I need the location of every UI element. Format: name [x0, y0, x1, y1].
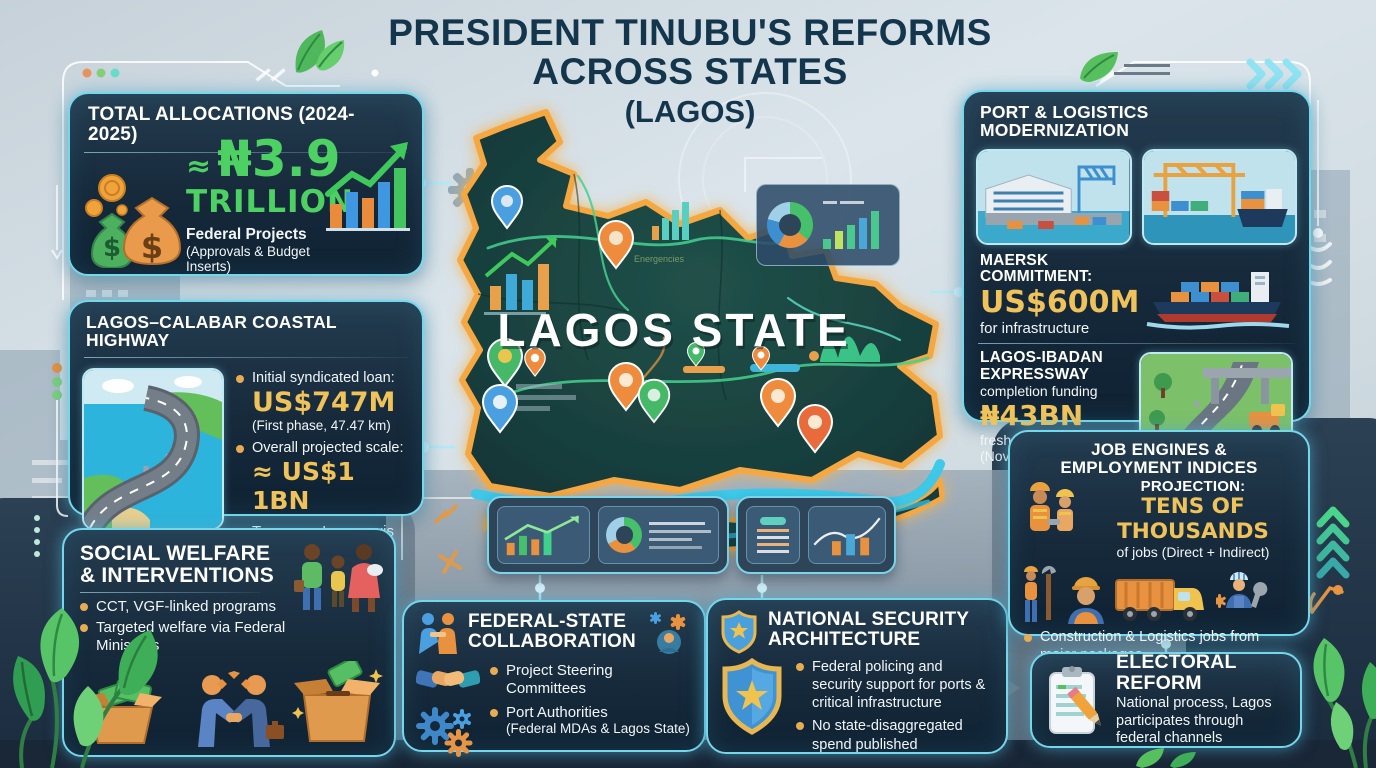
- title-line2: ACROSS STATES: [532, 50, 848, 92]
- truck-icon: [1115, 579, 1204, 622]
- clipboard-pencil-icon: [1049, 666, 1102, 734]
- allocations-amount: ₦3.9: [217, 130, 341, 188]
- security-header-line2: ARCHITECTURE: [768, 628, 921, 650]
- allocations-caption-bold: Federal Projects: [186, 226, 307, 243]
- maersk-note: for infrastructure: [980, 320, 1090, 338]
- people-pair-icon: [419, 613, 457, 654]
- screen-donut-report: [598, 506, 719, 564]
- security-header-line1: NATIONAL SECURITY: [768, 609, 970, 630]
- projection-label: PROJECTION:: [1140, 477, 1246, 495]
- port-crane-ship-image: [1141, 148, 1297, 245]
- panel-ports: PORT & LOGISTICS MODERNIZATION MAERSK CO…: [962, 90, 1311, 464]
- worker-bust-icon: [1068, 577, 1104, 625]
- electoral-body: National process, Lagos participates thr…: [1116, 695, 1272, 747]
- scale-value: ≈ US$1 1BN: [252, 456, 355, 515]
- donation-box-icon: [292, 661, 383, 742]
- allocations-unit: TRILLION: [186, 184, 354, 220]
- panel-federal-state: FEDERAL-STATE COLLABORATION: [402, 600, 706, 757]
- leaf-decoration-top-right: [1080, 52, 1170, 82]
- map-label-shadow: LAGOS STATE: [499, 307, 852, 359]
- map-dashboard-widget: [756, 184, 900, 266]
- svg-text:$: $: [103, 233, 121, 263]
- federal-header-line1: FEDERAL-STATE: [468, 611, 627, 632]
- money-bags-icon: $ $: [85, 174, 182, 268]
- coastal-highway-image: [82, 367, 224, 530]
- family-icon: [294, 544, 383, 612]
- map-bar-chart-left: [484, 236, 558, 315]
- electoral-header: ELECTORAL REFORM: [1116, 651, 1237, 694]
- coastal-highway-header: LAGOS–CALABAR COASTAL HIGHWAY: [86, 312, 337, 351]
- social-header-line2: & INTERVENTIONS: [80, 564, 274, 588]
- shield-badge-large-icon: [722, 658, 782, 735]
- shield-badge-small-icon: [721, 610, 757, 654]
- security-bullet1: Federal policing and security support fo…: [812, 659, 986, 712]
- jobs-header-line2: EMPLOYMENT INDICES: [1060, 457, 1258, 477]
- lagos-state-map: Energencies LAGOS STATE LAGOS STATE: [457, 109, 945, 554]
- expressway-title: LAGOS-IBADAN EXPRESSWAY: [980, 349, 1103, 383]
- mini-bars: [823, 209, 889, 249]
- social-bullet1: CCT, VGF-linked programs: [96, 598, 277, 616]
- projection-value: TENS OF THOUSANDS: [1117, 494, 1269, 545]
- growth-bar-chart-icon: [325, 142, 410, 231]
- donut-chart: [767, 202, 813, 248]
- handshake-icon: [415, 670, 481, 688]
- loan-value: US$747M: [252, 386, 396, 418]
- screen-trend-chart: [808, 506, 886, 564]
- jobs-header-line1: JOB ENGINES &: [1091, 440, 1227, 459]
- maersk-label: MAERSK COMMITMENT:: [980, 251, 1093, 286]
- panel-security: NATIONAL SECURITY ARCHITECTURE Federal p…: [706, 598, 1008, 754]
- screen-document: [746, 506, 800, 564]
- title-line1: PRESIDENT TINUBU'S REFORMS: [388, 12, 992, 53]
- team-gears-icon: [650, 612, 686, 654]
- plant-bottom-right: [1313, 638, 1376, 768]
- leaf-bottom-center: [1136, 748, 1196, 768]
- title-line3: (LAGOS): [624, 93, 756, 129]
- expressway-value: ₦43BN: [980, 398, 1084, 432]
- panel-jobs: JOB ENGINES & EMPLOYMENT INDICES PROJECT…: [1008, 430, 1310, 663]
- federal-header-line2: COLLABORATION: [468, 630, 636, 652]
- dashboard-tablet-left: [487, 496, 729, 574]
- loan-note: (First phase, 47.47 km): [252, 417, 391, 433]
- social-header-line1: SOCIAL WELFARE: [80, 542, 271, 565]
- svg-text:$: $: [141, 228, 163, 266]
- worker-wrench-icon: [1024, 566, 1056, 623]
- panel-electoral: ELECTORAL REFORM National process, Lagos…: [1030, 652, 1302, 748]
- panel-social-welfare: SOCIAL WELFARE & INTERVENTIONS CCT, VGF-…: [62, 528, 396, 757]
- total-allocations-header: TOTAL ALLOCATIONS (2024-2025): [88, 104, 355, 145]
- plant-bottom-left: [13, 608, 158, 768]
- maersk-value: US$600M: [980, 285, 1140, 321]
- panel-total-allocations: TOTAL ALLOCATIONS (2024-2025) $ $ ≈ ₦3.9…: [68, 92, 424, 276]
- federal-bullet2-note: (Federal MDAs & Lagos State): [506, 721, 690, 736]
- map-small-label: Energencies: [634, 254, 685, 264]
- projection-note: of jobs (Direct + Indirect): [1116, 544, 1270, 561]
- mechanic-icon: [1216, 572, 1268, 609]
- security-bullet2: No state-disaggregated spend published: [812, 718, 963, 753]
- allocations-approx: ≈: [186, 149, 212, 184]
- federal-bullet1: Project Steering Committees: [506, 662, 613, 697]
- gears-icon: [416, 707, 473, 757]
- page-title: PRESIDENT TINUBU'S REFORMS ACROSS STATES…: [340, 12, 1040, 130]
- ports-header: PORT & LOGISTICS MODERNIZATION: [980, 102, 1149, 141]
- port-terminal-image: [976, 148, 1132, 245]
- screen-line-bar-chart: [497, 506, 591, 564]
- construction-workers-icon: [1030, 481, 1074, 531]
- map-label: LAGOS STATE: [497, 304, 850, 356]
- expressway-sub: completion funding: [980, 382, 1098, 399]
- map-area-chart-right: [809, 336, 880, 362]
- federal-bullet2: Port Authorities: [506, 704, 608, 721]
- scale-label: Overall projected scale:: [252, 439, 404, 456]
- allocations-caption: (Approvals & Budget Inserts): [186, 244, 310, 274]
- map-bar-chart-top: [652, 202, 689, 240]
- leaf-decoration-top-left: [295, 30, 345, 73]
- panel-coastal-highway: LAGOS–CALABAR COASTAL HIGHWAY Initial sy…: [68, 300, 424, 540]
- loan-label: Initial syndicated loan:: [252, 369, 395, 386]
- container-ship-icon: [1146, 272, 1290, 330]
- handshake-people-icon: [198, 671, 284, 747]
- dashboard-tablet-right: [736, 496, 896, 574]
